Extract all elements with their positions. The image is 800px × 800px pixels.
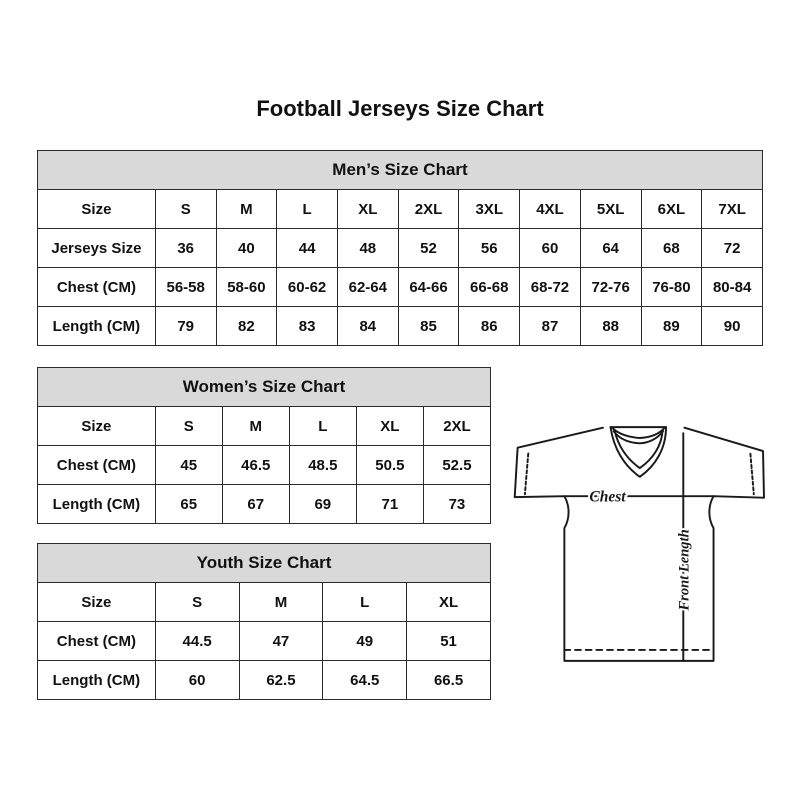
svg-text:Chest: Chest <box>589 488 626 505</box>
svg-text:Front Length: Front Length <box>676 529 692 611</box>
